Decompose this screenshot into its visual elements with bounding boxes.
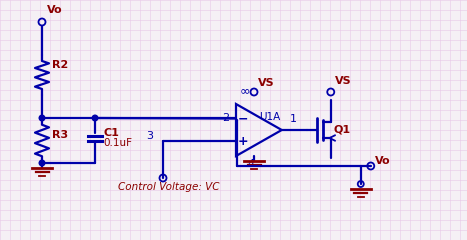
Text: +: +	[238, 135, 248, 148]
Text: Vo: Vo	[375, 156, 390, 166]
Text: ∞: ∞	[240, 84, 250, 97]
Circle shape	[39, 115, 45, 121]
Text: 3: 3	[146, 132, 153, 141]
Text: Control Voltage: VC: Control Voltage: VC	[118, 182, 219, 192]
Text: VS: VS	[258, 78, 275, 88]
Text: 0.1uF: 0.1uF	[103, 138, 132, 148]
Text: Vo: Vo	[47, 5, 63, 15]
Text: 2: 2	[222, 113, 229, 123]
Text: Q1: Q1	[334, 124, 351, 134]
Text: U1A: U1A	[259, 112, 281, 122]
Circle shape	[92, 115, 98, 121]
Text: R3: R3	[52, 130, 68, 140]
Circle shape	[39, 160, 45, 166]
Text: R2: R2	[52, 60, 68, 70]
Text: 1: 1	[290, 114, 297, 124]
Text: 4: 4	[247, 159, 254, 169]
Text: C1: C1	[103, 128, 119, 138]
Text: VS: VS	[335, 76, 351, 86]
Text: −: −	[238, 112, 248, 125]
